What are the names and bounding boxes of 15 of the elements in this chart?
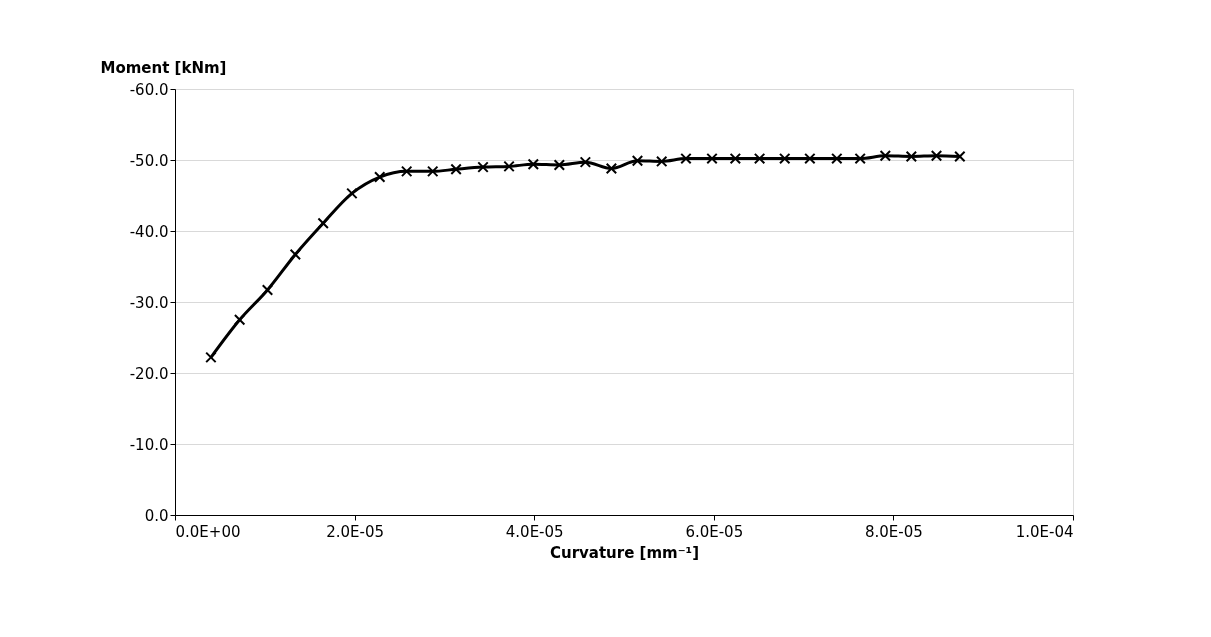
x-tick-label: 2.0E-05 [326, 522, 385, 541]
y-tick-label: -20.0 [129, 364, 169, 383]
x-tick-label: 4.0E-05 [505, 522, 564, 541]
x-tick-label: 0.0E+00 [175, 522, 241, 541]
y-tick-label: -30.0 [129, 293, 169, 312]
y-axis-title: Moment [kNm] [100, 58, 227, 77]
x-tick-label: 6.0E-05 [685, 522, 744, 541]
y-tick-label: -50.0 [129, 151, 169, 170]
x-axis-title: Curvature [mm⁻¹] [549, 543, 700, 562]
y-tick-label: -40.0 [129, 222, 169, 241]
y-tick-label: -10.0 [129, 435, 169, 454]
y-tick-label: -60.0 [129, 80, 169, 99]
x-tick-label: 8.0E-05 [864, 522, 923, 541]
y-tick-label: 0.0 [144, 506, 169, 525]
x-tick-label: 1.0E-04 [1015, 522, 1074, 541]
